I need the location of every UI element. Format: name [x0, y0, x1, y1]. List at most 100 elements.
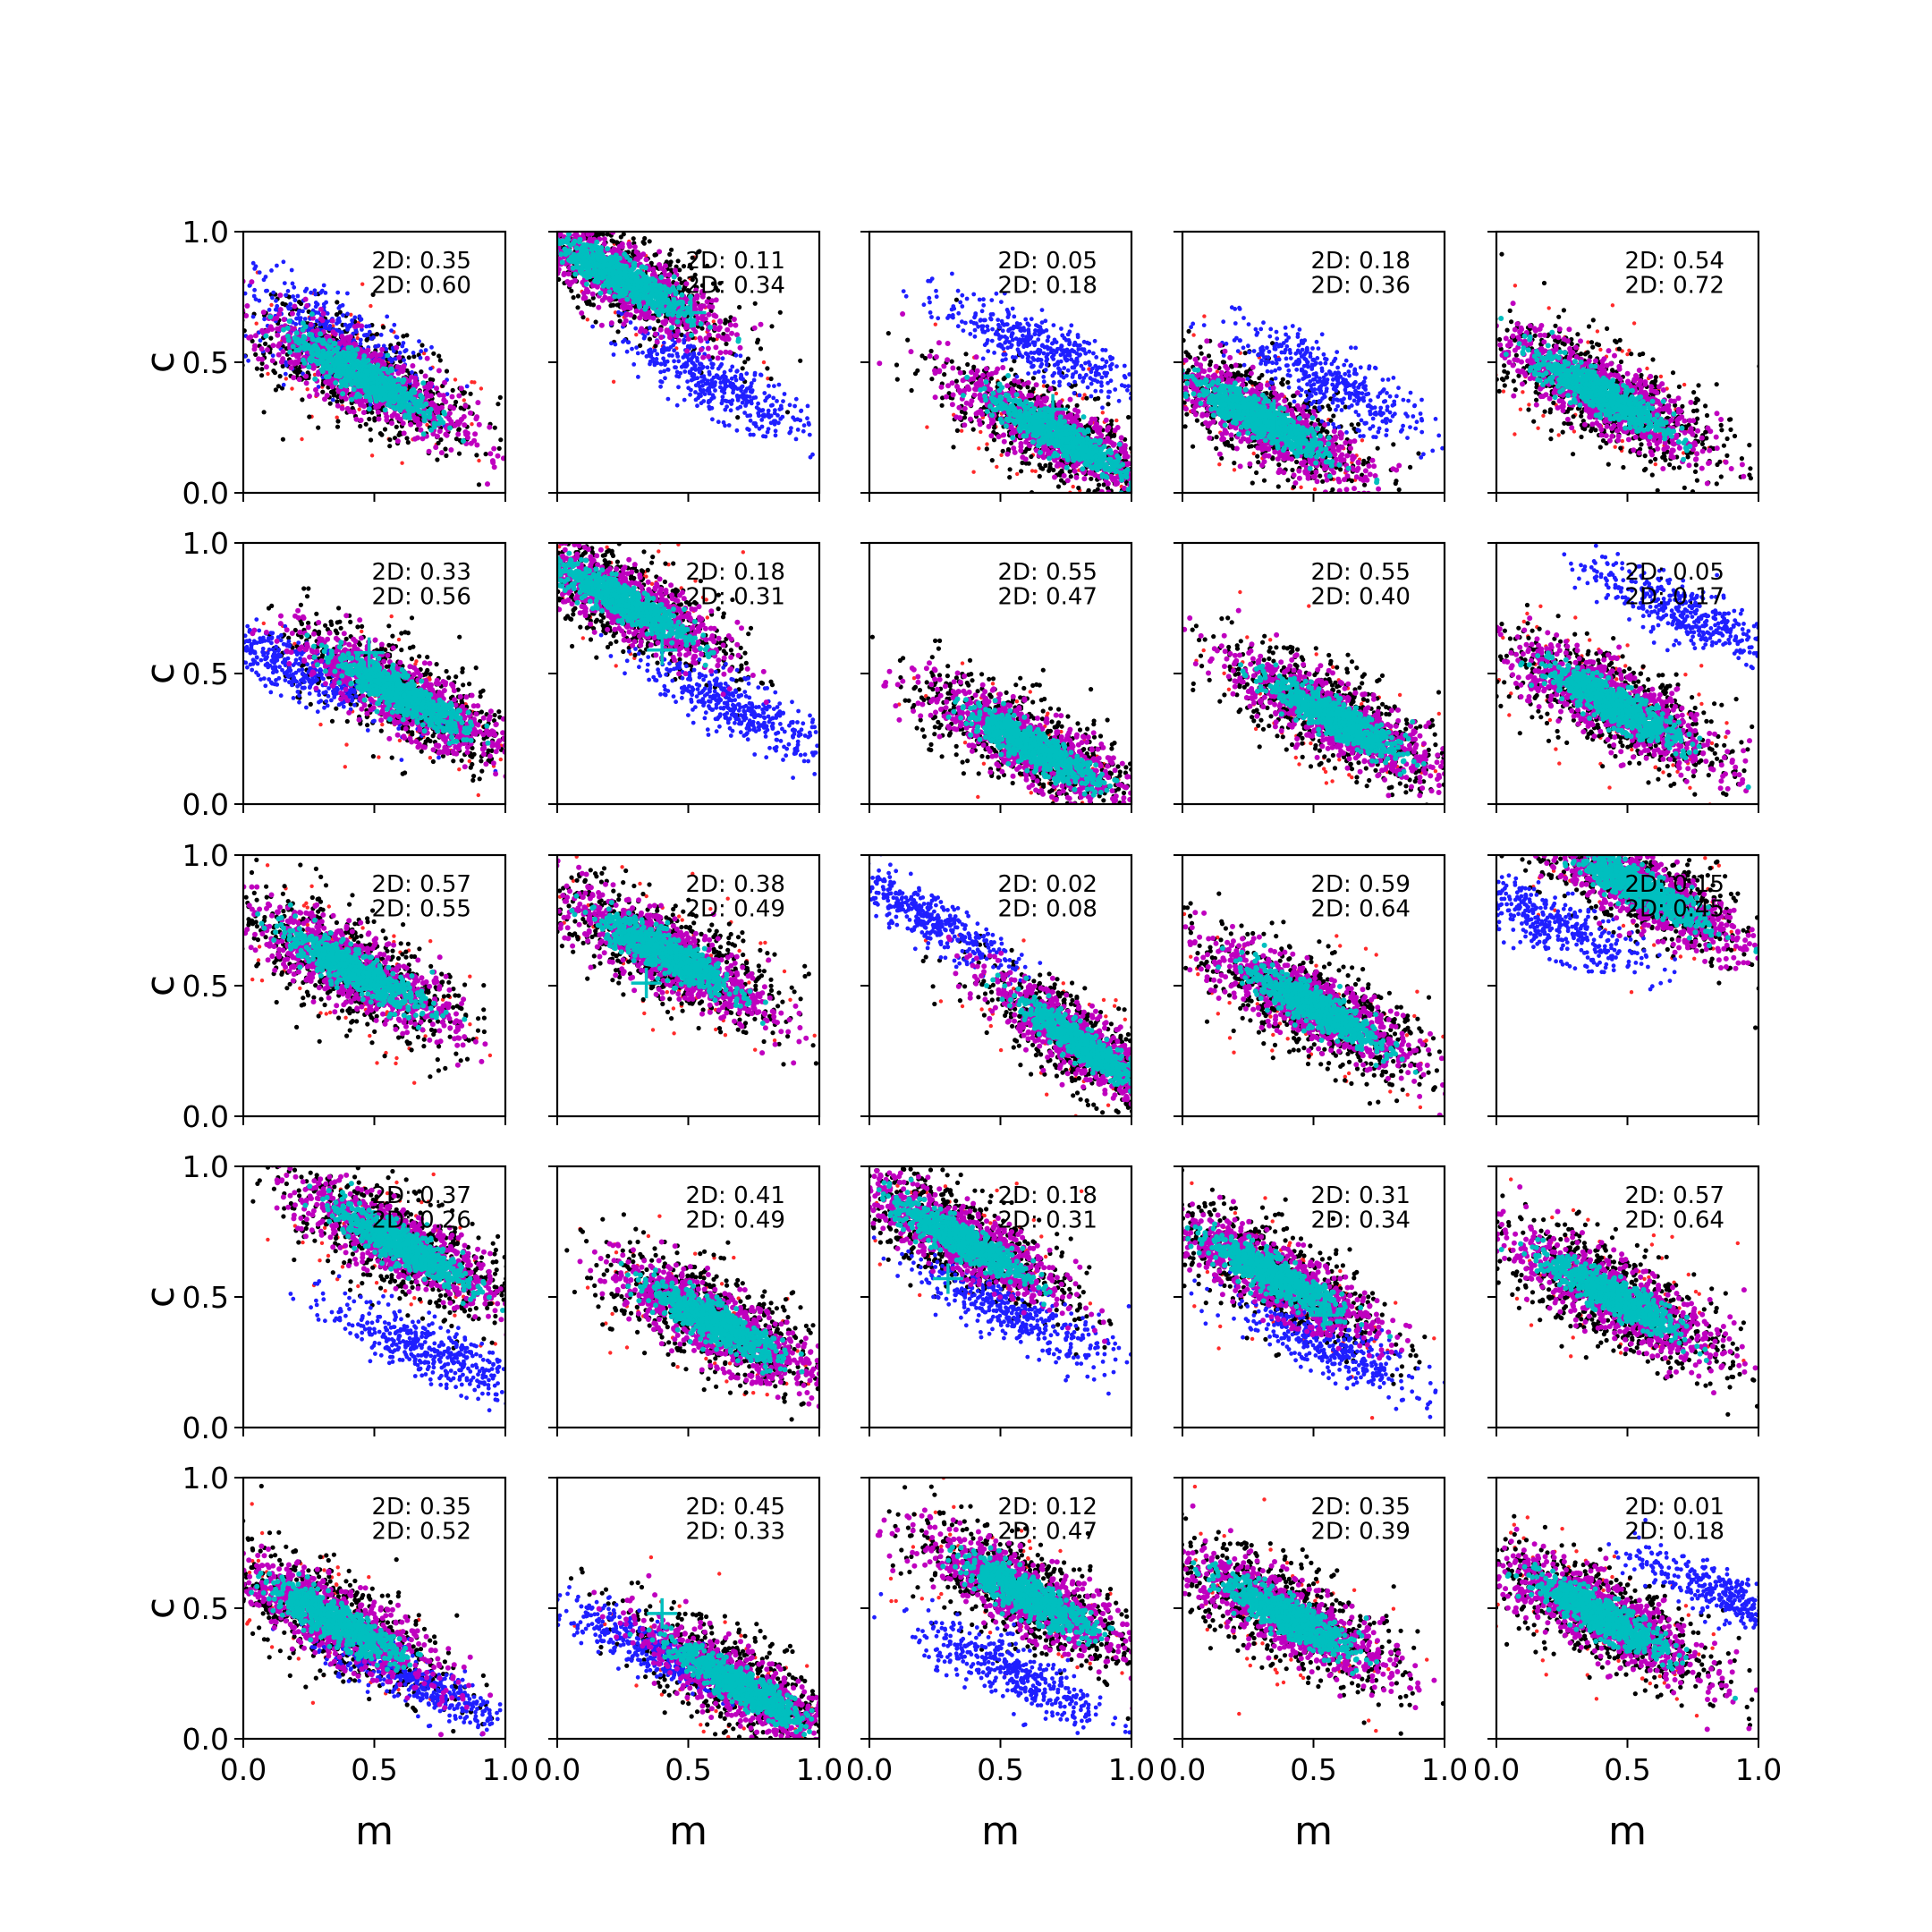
- scatter-point: [733, 322, 739, 328]
- scatter-point: [615, 329, 621, 335]
- scatter-point: [474, 453, 479, 458]
- scatter-point: [569, 288, 574, 293]
- scatter-point: [716, 366, 721, 371]
- scatter-point: [322, 351, 327, 357]
- scatter-point: [612, 293, 618, 300]
- scatter-point: [366, 406, 372, 412]
- scatter-point: [263, 341, 268, 346]
- scatter-point: [496, 402, 501, 407]
- scatter-point: [638, 343, 643, 348]
- scatter-point: [329, 384, 335, 390]
- scatter-point: [273, 387, 278, 393]
- scatter-point: [341, 368, 346, 374]
- scatter-point: [400, 377, 406, 384]
- scatter-point: [404, 436, 410, 441]
- scatter-point: [382, 427, 388, 432]
- scatter-point: [729, 330, 735, 336]
- scatter-point: [713, 285, 718, 291]
- scatter-point: [284, 333, 291, 339]
- scatter-point: [281, 259, 286, 265]
- scatter-point: [390, 394, 396, 400]
- scatter-point: [414, 381, 420, 387]
- scatter-point: [335, 300, 340, 305]
- scatter-point: [585, 318, 589, 322]
- scatter-point: [571, 258, 577, 265]
- scatter-point: [361, 353, 368, 359]
- scatter-point: [326, 374, 332, 379]
- scatter-point: [748, 413, 753, 418]
- scatter-point: [410, 396, 416, 402]
- scatter-point: [666, 332, 673, 337]
- scatter-point: [290, 386, 294, 391]
- scatter-point: [624, 280, 631, 286]
- scatter-point: [742, 360, 748, 365]
- scatter-point: [698, 321, 704, 327]
- scatter-point: [638, 279, 644, 285]
- scatter-point: [634, 333, 639, 337]
- scatter-point: [369, 385, 376, 391]
- scatter-point: [251, 346, 258, 352]
- scatter-point: [354, 358, 360, 364]
- scatter-point: [394, 335, 400, 340]
- scatter-point: [357, 376, 363, 382]
- scatter-point: [324, 322, 328, 326]
- scatter-point: [715, 355, 721, 361]
- scatter-point: [769, 324, 775, 329]
- scatter-point: [711, 395, 716, 400]
- scatter-point: [662, 293, 668, 300]
- scatter-point: [630, 346, 634, 352]
- scatter-point: [328, 343, 335, 350]
- scatter-point: [404, 333, 410, 338]
- scatter-point: [720, 394, 725, 400]
- scatter-point: [658, 379, 663, 384]
- scatter-point: [700, 290, 707, 296]
- scatter-point: [309, 311, 315, 318]
- scatter-point: [768, 420, 774, 426]
- scatter-point: [258, 338, 263, 343]
- scatter-point: [438, 450, 445, 456]
- scatter-point: [283, 371, 288, 377]
- scatter-point: [740, 366, 745, 371]
- scatter-point: [799, 408, 804, 413]
- scatter-point: [349, 370, 355, 377]
- scatter-point: [576, 239, 582, 245]
- scatter-point: [368, 402, 373, 407]
- scatter-point: [425, 422, 429, 428]
- scatter-point: [766, 377, 770, 381]
- scatter-point: [695, 403, 699, 409]
- scatter-point: [286, 318, 292, 325]
- scatter-point: [730, 364, 735, 369]
- scatter-point: [628, 320, 633, 325]
- scatter-point: [302, 296, 309, 302]
- scatter-point: [619, 288, 625, 294]
- scatter-point: [691, 304, 698, 310]
- scatter-point: [426, 381, 432, 387]
- scatter-point: [370, 352, 377, 358]
- scatter-point: [377, 369, 383, 374]
- scatter-point: [381, 361, 387, 368]
- scatter-point: [731, 317, 737, 322]
- scatter-point: [275, 332, 281, 338]
- scatter-point: [350, 318, 354, 323]
- scatter-point: [318, 337, 323, 343]
- scatter-point: [360, 410, 367, 416]
- scatter-point: [301, 357, 306, 363]
- scatter-point: [637, 315, 643, 321]
- scatter-point: [361, 403, 367, 410]
- scatter-point: [291, 294, 295, 299]
- scatter-point: [475, 400, 481, 406]
- scatter-point: [676, 284, 682, 291]
- scatter-point: [650, 282, 657, 288]
- true-value-marker: [675, 297, 707, 328]
- scatter-point: [564, 236, 571, 242]
- scatter-point: [449, 394, 455, 400]
- scatter-point: [251, 293, 257, 299]
- scatter-point: [339, 405, 345, 411]
- scatter-point: [695, 359, 699, 363]
- scatter-point: [431, 424, 437, 430]
- scatter-point: [381, 343, 386, 349]
- scatter-point: [254, 366, 259, 371]
- scatter-point: [419, 343, 425, 348]
- scatter-point: [468, 440, 474, 446]
